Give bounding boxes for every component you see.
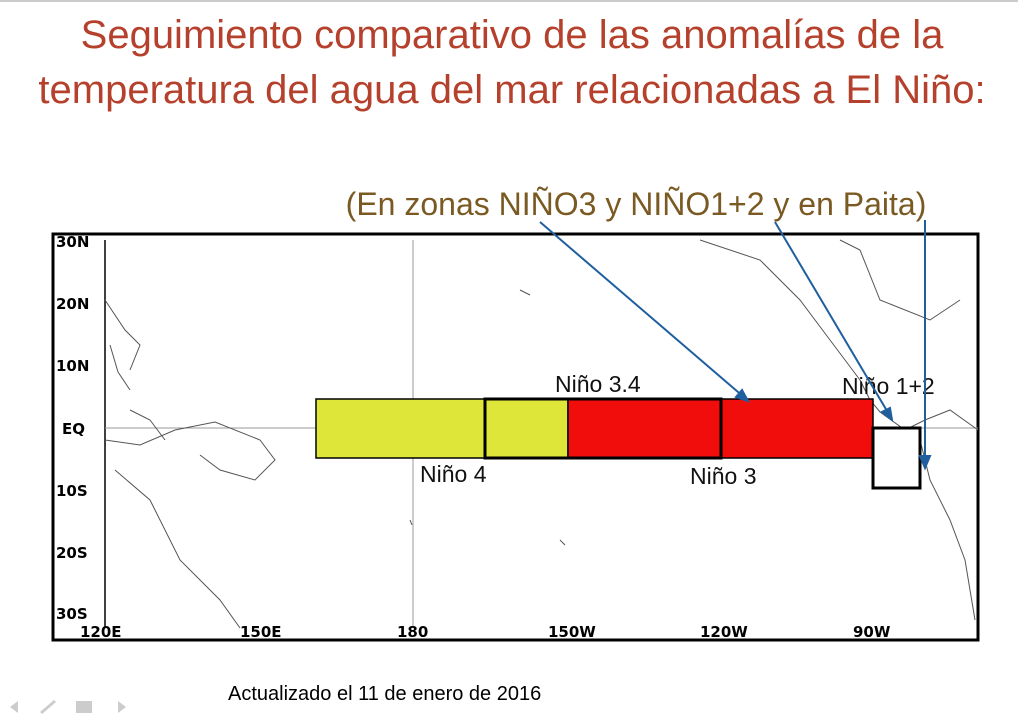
lat-label: 30S	[56, 605, 88, 623]
lon-label: 120E	[80, 623, 122, 641]
nav-next[interactable]	[118, 701, 126, 713]
arrow	[774, 221, 891, 417]
region-fill	[315, 398, 569, 459]
arrow	[539, 221, 746, 399]
nav-pen[interactable]	[40, 700, 56, 714]
lat-label: EQ	[62, 420, 85, 438]
subtitle: (En zonas NIÑO3 y NIÑO1+2 y en Paita)	[346, 186, 927, 222]
nav-menu[interactable]	[76, 701, 92, 713]
slide-nav	[10, 700, 126, 714]
lat-label: 10S	[56, 482, 88, 500]
nino12-box	[871, 426, 922, 490]
lat-label: 20N	[56, 295, 89, 313]
arrowhead	[880, 406, 894, 423]
nav-prev[interactable]	[10, 701, 18, 713]
lon-label: 150E	[240, 623, 282, 641]
region-label: Niño 3.4	[555, 371, 641, 397]
region-label: Niño 1+2	[842, 373, 935, 399]
lat-label: 30N	[56, 233, 89, 251]
lat-label: 10N	[56, 357, 89, 375]
title-line: temperatura del agua del mar relacionada…	[38, 68, 985, 112]
region-label: Niño 4	[420, 461, 487, 487]
coastline	[104, 239, 979, 629]
lon-label: 120W	[700, 623, 748, 641]
nino34-box	[483, 397, 723, 460]
lon-label: 180	[397, 623, 428, 641]
lon-label: 90W	[853, 623, 891, 641]
arrowhead	[734, 388, 751, 403]
lon-label: 150W	[548, 623, 596, 641]
footer: Actualizado el 11 de enero de 2016	[228, 683, 541, 705]
title-line: Seguimiento comparativo de las anomalías…	[81, 13, 944, 57]
region-label: Niño 3	[690, 463, 756, 489]
map: 30N 20N 10N EQ 10S 20S 30S 120E 150E 180…	[51, 232, 980, 642]
arrowhead	[918, 455, 932, 471]
lat-label: 20S	[56, 544, 88, 562]
arrows	[539, 220, 932, 471]
